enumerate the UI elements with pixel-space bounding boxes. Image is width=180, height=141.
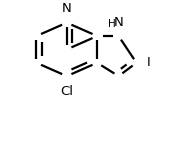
Text: I: I bbox=[146, 56, 150, 69]
Text: N: N bbox=[62, 2, 72, 15]
Text: Cl: Cl bbox=[60, 85, 73, 98]
Text: H: H bbox=[108, 19, 116, 29]
Text: N: N bbox=[114, 16, 123, 29]
